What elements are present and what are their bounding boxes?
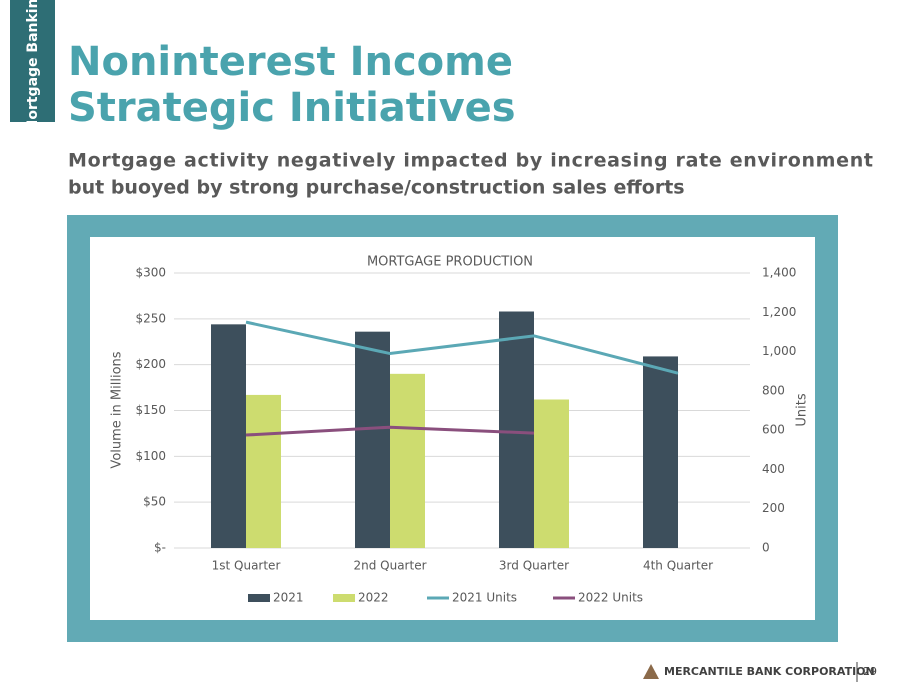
- y2-tick-label: 1,000: [762, 344, 796, 358]
- y2-tick-label: 0: [762, 541, 770, 555]
- subtitle-line: Mortgage activity negatively impacted by…: [68, 150, 873, 172]
- section-tab-label: Mortgage Banking: [25, 0, 41, 134]
- y-tick-label: $200: [135, 357, 166, 371]
- title-line: Strategic Initiatives: [68, 85, 516, 131]
- y-tick-label: $250: [135, 311, 166, 325]
- y-tick-label: $300: [135, 266, 166, 280]
- y-tick-label: $150: [135, 403, 166, 417]
- y2-tick-label: 1,200: [762, 305, 796, 319]
- y2-axis-title: Units: [795, 393, 810, 426]
- y-axis-title: Volume in Millions: [110, 351, 125, 468]
- subtitle-line: but buoyed by strong purchase/constructi…: [68, 177, 685, 199]
- legend-label: 2022 Units: [578, 591, 643, 605]
- legend-label: 2021: [273, 591, 304, 605]
- bar: [499, 311, 534, 548]
- y2-tick-label: 600: [762, 423, 785, 437]
- section-tab: [10, 0, 55, 122]
- legend-swatch: [248, 594, 270, 602]
- legend-swatch: [333, 594, 355, 602]
- y2-tick-label: 1,400: [762, 266, 796, 280]
- line-series: [245, 320, 679, 375]
- chart-title: MORTGAGE PRODUCTION: [367, 255, 533, 270]
- page-number: 29: [863, 665, 877, 678]
- bar: [211, 324, 246, 548]
- y-tick-label: $100: [135, 449, 166, 463]
- line-series: [245, 425, 535, 437]
- logo-triangle: [643, 664, 659, 679]
- x-tick-label: 2nd Quarter: [353, 559, 426, 573]
- legend-label: 2021 Units: [452, 591, 517, 605]
- y2-tick-label: 800: [762, 383, 785, 397]
- y2-tick-label: 400: [762, 462, 785, 476]
- x-tick-label: 1st Quarter: [212, 559, 281, 573]
- x-tick-label: 3rd Quarter: [499, 559, 569, 573]
- y-tick-label: $-: [154, 541, 166, 555]
- bar: [355, 331, 390, 548]
- y-tick-label: $50: [143, 495, 166, 509]
- title-line: Noninterest Income: [68, 39, 513, 85]
- y2-tick-label: 200: [762, 501, 785, 515]
- bar: [643, 356, 678, 548]
- legend-label: 2022: [358, 591, 389, 605]
- x-tick-label: 4th Quarter: [643, 559, 713, 573]
- bar: [246, 394, 281, 548]
- bar: [534, 399, 569, 548]
- bar: [390, 373, 425, 548]
- company-name: MERCANTILE BANK CORPORATION: [664, 665, 875, 678]
